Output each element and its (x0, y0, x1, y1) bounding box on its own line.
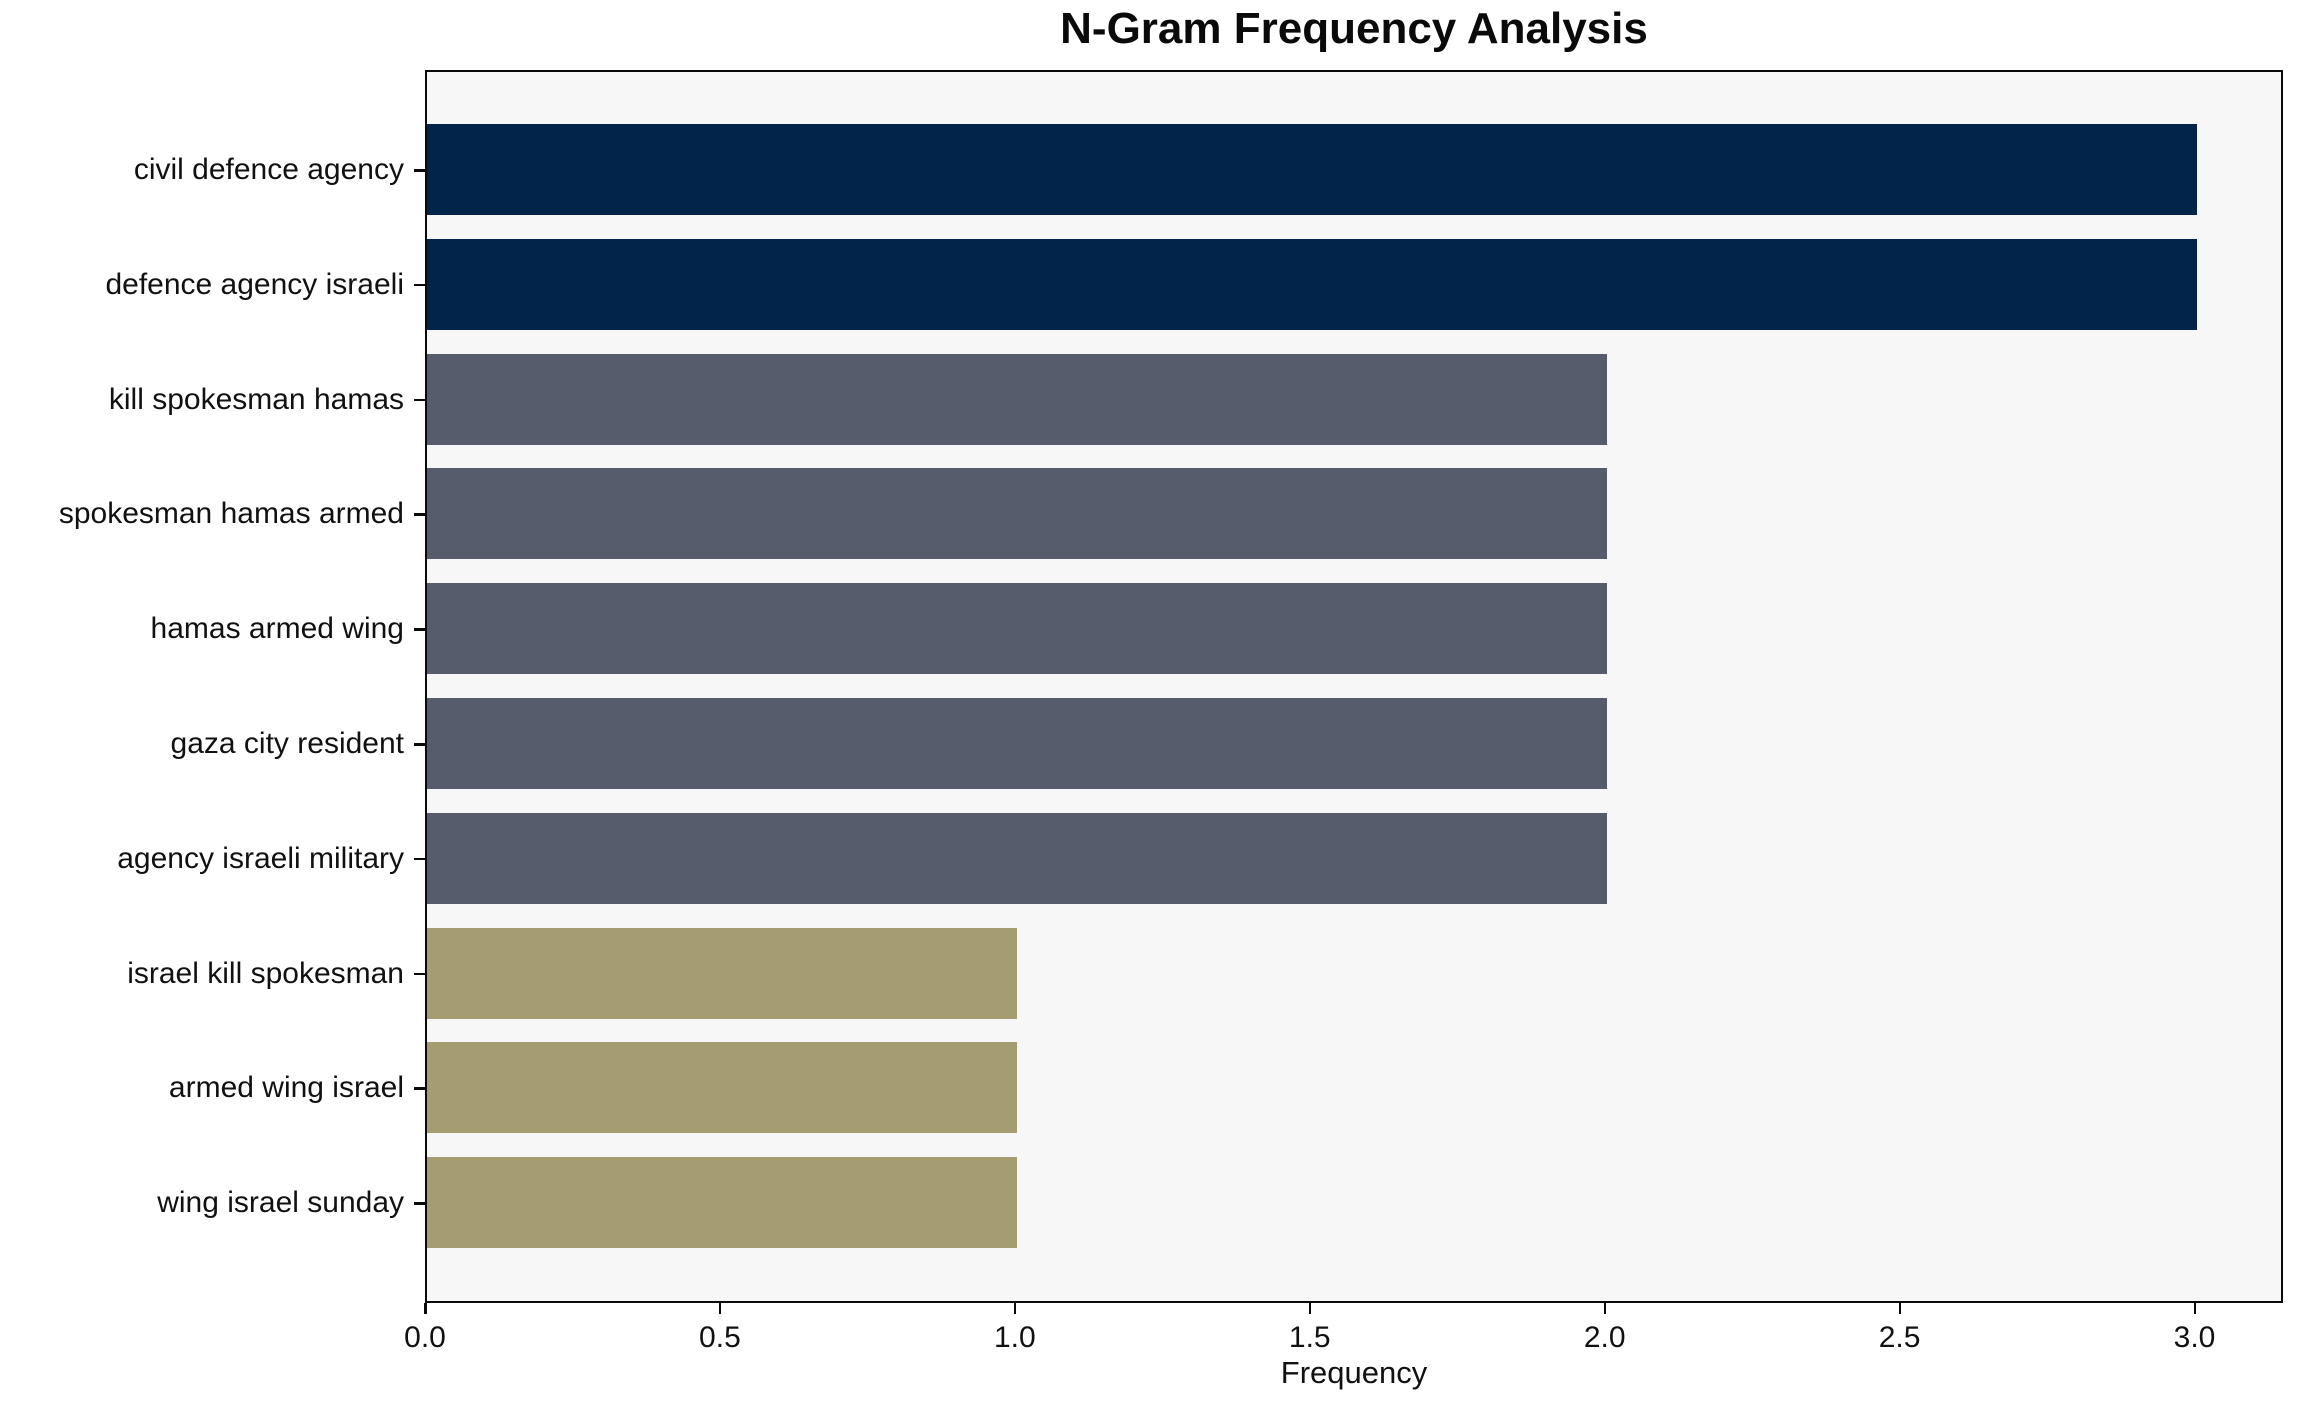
x-axis-title: Frequency (1280, 1355, 1428, 1390)
y-tick-label: agency israeli military (117, 841, 404, 875)
bar (427, 812, 1607, 904)
bar (427, 238, 2197, 330)
plot-area (425, 70, 2283, 1303)
y-tick-mark (414, 283, 425, 287)
y-tick-label: gaza city resident (170, 727, 404, 760)
x-tick-mark (1603, 1303, 1607, 1314)
x-tick-mark (1898, 1303, 1902, 1314)
bar (427, 353, 1607, 445)
y-tick-mark (414, 169, 425, 172)
y-tick-label: hamas armed wing (150, 612, 404, 646)
x-tick-mark (718, 1303, 722, 1314)
y-tick-label: spokesman hamas armed (58, 497, 404, 531)
y-tick-label: kill spokesman hamas (108, 382, 404, 416)
y-tick-mark (414, 628, 425, 631)
bar (427, 124, 2197, 215)
y-tick-label: armed wing israel (168, 1071, 404, 1105)
chart-title: N-Gram Frequency Analysis (1060, 4, 1648, 53)
bar (427, 583, 1607, 675)
bar (427, 1042, 1017, 1134)
y-tick-mark (414, 857, 425, 861)
bar (427, 698, 1607, 789)
y-tick-mark (414, 1202, 425, 1205)
x-tick-label: 0.0 (404, 1321, 446, 1354)
x-tick-label: 1.5 (1288, 1321, 1331, 1354)
y-tick-label: israel kill spokesman (127, 956, 404, 990)
y-tick-label: defence agency israeli (105, 267, 404, 301)
x-tick-label: 2.5 (1878, 1321, 1921, 1354)
x-tick-mark (424, 1303, 427, 1314)
x-tick-mark (2193, 1303, 2197, 1314)
bar (427, 1157, 1017, 1249)
x-tick-label: 3.0 (2173, 1321, 2216, 1354)
x-tick-label: 2.0 (1583, 1321, 1626, 1354)
x-tick-mark (1308, 1303, 1312, 1314)
y-tick-label: wing israel sunday (157, 1186, 404, 1220)
x-tick-label: 0.5 (699, 1321, 741, 1354)
y-tick-mark (414, 1087, 425, 1090)
y-tick-label: civil defence agency (133, 153, 404, 186)
x-tick-label: 1.0 (993, 1321, 1036, 1354)
y-tick-mark (414, 513, 425, 516)
y-tick-mark (414, 743, 425, 746)
y-tick-mark (414, 972, 425, 976)
bar (427, 927, 1017, 1019)
x-tick-mark (1013, 1303, 1017, 1314)
y-tick-mark (414, 398, 425, 402)
bar (427, 468, 1607, 560)
